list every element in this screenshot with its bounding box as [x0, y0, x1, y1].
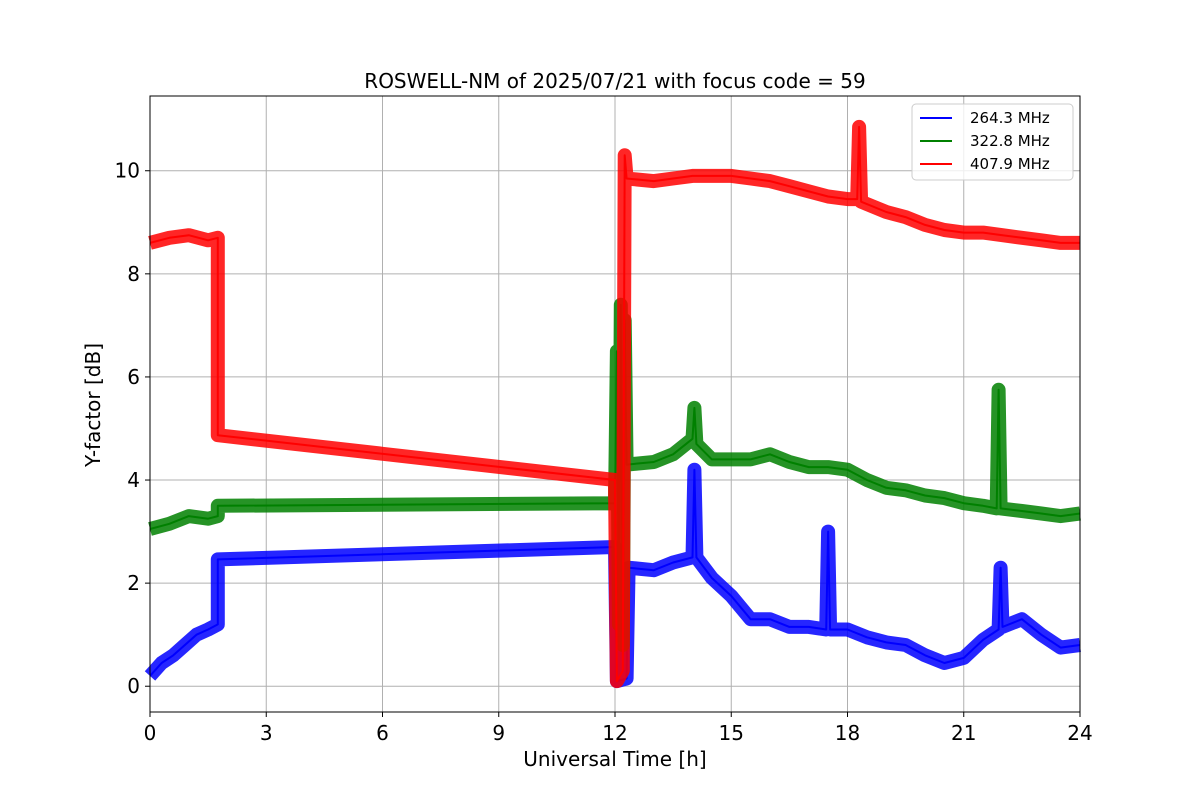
y-tick-label: 2	[127, 571, 140, 595]
x-tick-label: 15	[719, 721, 744, 745]
series-line-0	[149, 468, 1081, 683]
y-tick-label: 0	[127, 674, 140, 698]
y-tick-label: 6	[127, 365, 140, 389]
legend-label-2: 407.9 MHz	[970, 155, 1050, 173]
x-tick-label: 9	[492, 721, 505, 745]
legend-label-1: 322.8 MHz	[970, 132, 1050, 150]
x-tick-label: 21	[951, 721, 976, 745]
y-tick-label: 4	[127, 468, 140, 492]
x-tick-label: 24	[1067, 721, 1092, 745]
x-tick-label: 0	[144, 721, 157, 745]
series-layer	[144, 119, 1081, 689]
series-line-1	[149, 303, 1081, 646]
y-tick-label: 8	[127, 262, 140, 286]
legend-label-0: 264.3 MHz	[970, 109, 1050, 127]
legend: 264.3 MHz 322.8 MHz 407.9 MHz	[911, 103, 1074, 181]
x-axis-ticks: 0 3 6 9 12 15 18 21 24	[144, 712, 1093, 745]
x-tick-label: 6	[376, 721, 389, 745]
series-line-2	[149, 125, 1080, 683]
y-axis-ticks: 0 2 4 6 8 10	[115, 159, 150, 698]
legend-box	[911, 103, 1074, 181]
chart-title: ROSWELL-NM of 2025/07/21 with focus code…	[364, 69, 865, 93]
y-axis-label: Y-factor [dB]	[81, 343, 105, 468]
x-axis-label: Universal Time [h]	[523, 747, 706, 771]
x-tick-label: 12	[602, 721, 627, 745]
y-tick-label: 10	[115, 159, 140, 183]
x-tick-label: 3	[260, 721, 273, 745]
x-tick-label: 18	[835, 721, 860, 745]
